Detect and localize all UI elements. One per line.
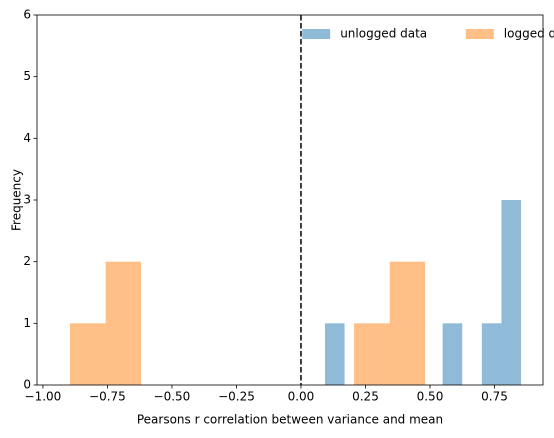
y-tick-label: 5	[23, 69, 31, 83]
y-tick-label: 0	[23, 378, 31, 392]
x-tick-label: −0.50	[154, 390, 191, 404]
y-tick-label: 3	[23, 193, 31, 207]
bar	[481, 323, 502, 385]
x-tick-label: −1.00	[25, 390, 62, 404]
x-tick-label: 0.25	[352, 390, 379, 404]
y-tick-label: 6	[23, 8, 31, 22]
x-tick-label: 0.50	[417, 390, 444, 404]
x-tick-label: −0.25	[218, 390, 255, 404]
y-tick-label: 1	[23, 316, 31, 330]
y-axis-label: Frequency	[10, 169, 24, 231]
bar	[389, 261, 426, 385]
y-tick-label: 4	[23, 131, 31, 145]
x-tick-label: −0.75	[89, 390, 126, 404]
x-axis-label: Pearsons r correlation between variance …	[137, 413, 443, 427]
bar	[442, 323, 463, 385]
x-tick-label: 0.75	[481, 390, 508, 404]
bar	[324, 323, 345, 385]
legend-swatch	[465, 29, 494, 39]
bar	[105, 261, 141, 385]
bar	[354, 323, 390, 385]
bar	[501, 200, 522, 385]
legend-label: unlogged data	[340, 27, 427, 41]
x-tick-label: 0.00	[288, 390, 315, 404]
bar	[70, 323, 106, 385]
y-tick-label: 2	[23, 254, 31, 268]
legend-label: logged data	[504, 27, 554, 41]
legend-swatch	[302, 29, 331, 39]
